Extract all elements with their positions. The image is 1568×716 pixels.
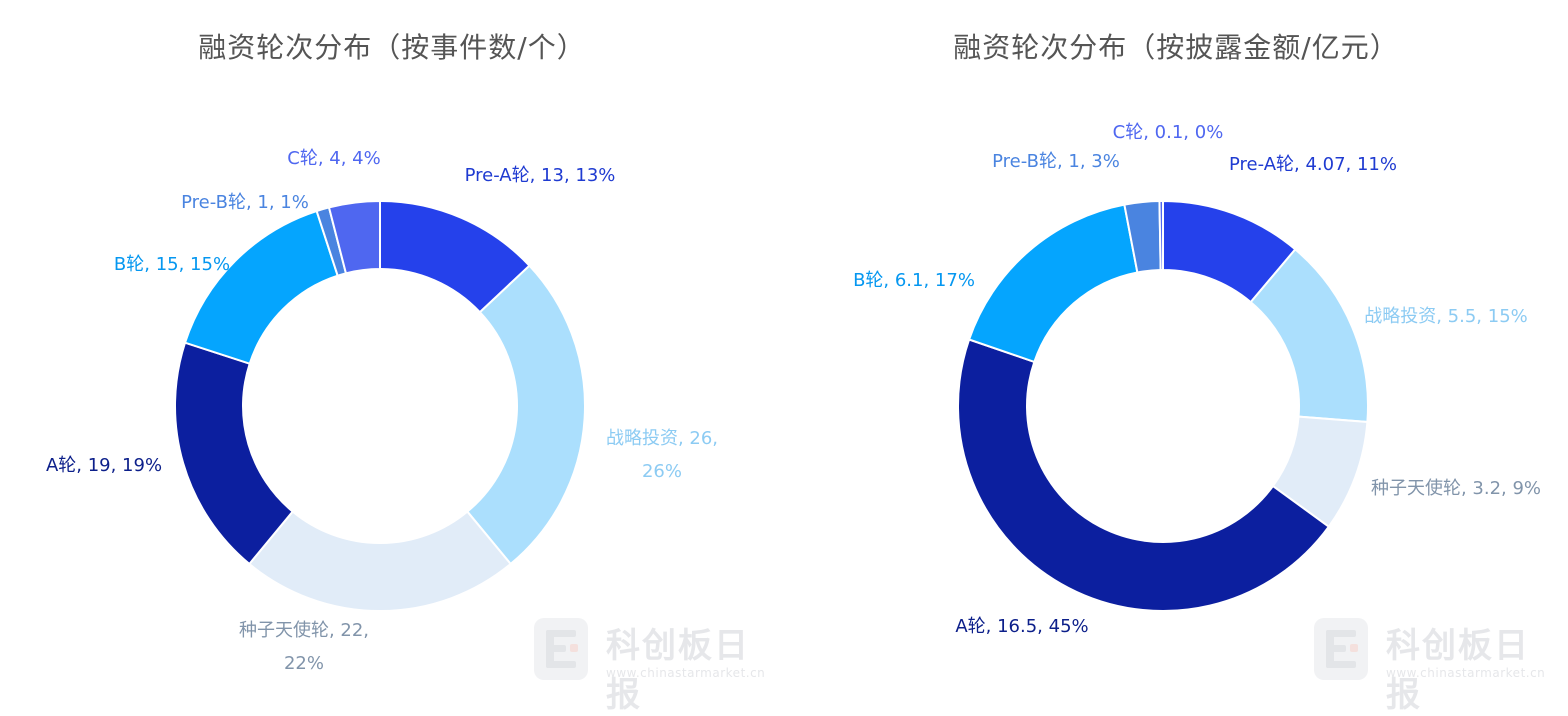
donut-chart-amount: Pre-A轮, 4.07, 11% 战略投资, 5.5, 15% 种子天使轮, 3.… [853,122,1541,637]
chart-panel-amount: 融资轮次分布（按披露金额/亿元） Pre-A轮, 4.07, 11% 战略投资, … [784,0,1568,715]
slice-data-label: 种子天使轮, 22, 22% [239,620,369,674]
watermark: 科创板日报 www.chinastarmarket.cn [1314,618,1554,715]
chart-panel-events: 融资轮次分布（按事件数/个） Pre-A轮, 13, 13% 战略投资, 26, 2… [0,0,784,715]
slice-data-label: B轮, 6.1, 17% [853,270,975,291]
pie-slice [957,338,1331,612]
slice-data-label: Pre-B轮, 1, 3% [992,151,1120,172]
pie-slice [1158,199,1164,272]
slice-data-label: Pre-B轮, 1, 1% [181,192,309,213]
pie-slice [465,264,586,566]
watermark-url: www.chinastarmarket.cn [1386,666,1546,680]
pie-slice [174,341,295,566]
chart-title-events: 融资轮次分布（按事件数/个） [198,31,586,64]
slice-data-label: 种子天使轮, 3.2, 9% [1371,478,1541,499]
pie-slice [327,199,381,275]
pie-slice [247,510,513,612]
pie-slice [967,203,1139,364]
watermark-logo-icon [1314,618,1368,680]
slice-data-label: A轮, 16.5, 45% [955,616,1088,637]
watermark-logo-icon [534,618,588,680]
slice-data-label: 战略投资, 26, 26% [606,428,718,482]
watermark: 科创板日报 www.chinastarmarket.cn [534,618,774,715]
chart-title-amount: 融资轮次分布（按披露金额/亿元） [953,31,1399,64]
slice-data-label: 战略投资, 5.5, 15% [1364,306,1528,327]
slice-data-label: C轮, 4, 4% [287,148,380,169]
watermark-url: www.chinastarmarket.cn [606,666,766,680]
slice-data-label: C轮, 0.1, 0% [1113,122,1224,143]
donut-chart-events: Pre-A轮, 13, 13% 战略投资, 26, 26% 种子天使轮, 22, 22%… [46,148,718,674]
slice-data-label: A轮, 19, 19% [46,455,162,476]
slice-data-label: Pre-A轮, 4.07, 11% [1229,154,1397,175]
pie-slice [183,209,339,365]
slice-data-label: B轮, 15, 15% [114,254,230,275]
slice-data-label: Pre-A轮, 13, 13% [465,165,616,186]
